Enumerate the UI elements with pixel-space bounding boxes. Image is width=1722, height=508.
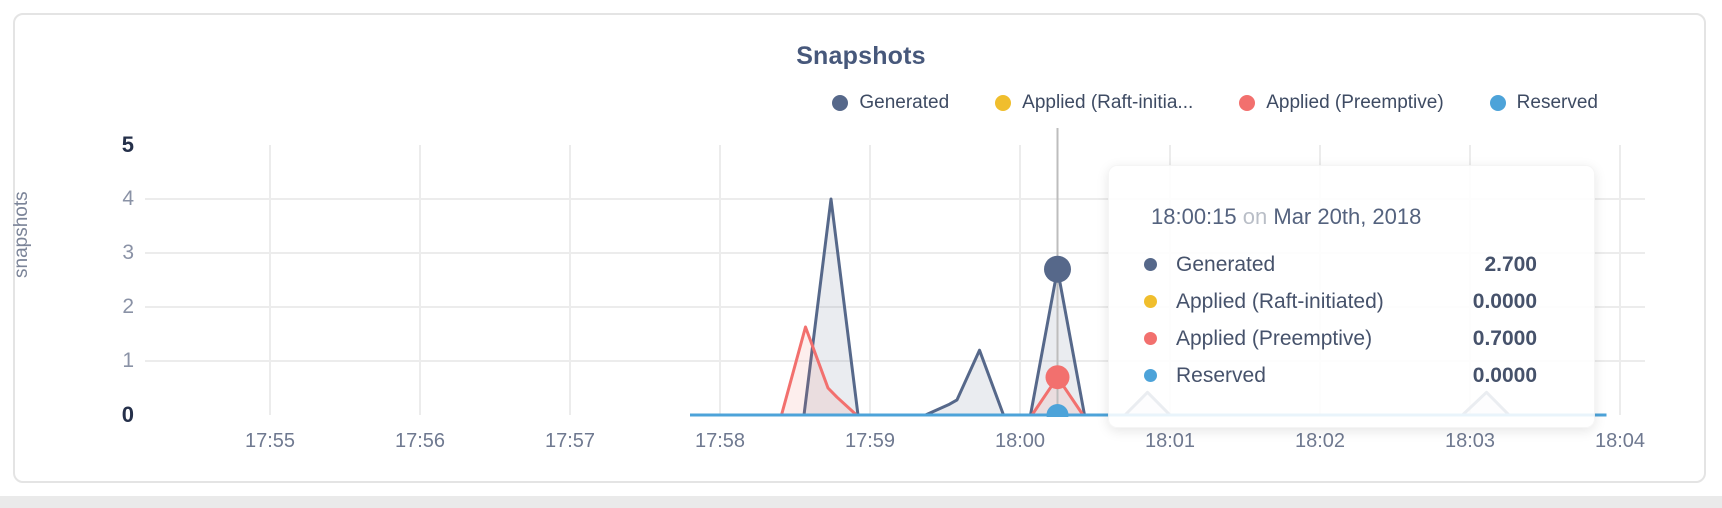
legend-item-reserved[interactable]: Reserved <box>1489 92 1598 114</box>
tooltip-title: 18:00:15 on Mar 20th, 2018 <box>1151 204 1537 230</box>
chart-title: Snapshots <box>796 42 926 70</box>
y-axis-tick-0: 0 <box>121 402 134 427</box>
legend-dot-icon <box>1489 95 1506 111</box>
legend-item-applied-raft-initia[interactable]: Applied (Raft-initia... <box>995 92 1193 114</box>
tooltip-conjunction: on <box>1242 204 1268 229</box>
x-axis-tick-17-56: 17:56 <box>394 430 446 452</box>
legend-item-applied-preemptive[interactable]: Applied (Preemptive) <box>1239 92 1444 114</box>
legend: Generated Applied (Raft-initia... Applied … <box>832 92 1598 114</box>
tooltip-row-dot-icon <box>1144 369 1157 382</box>
legend-dot-icon <box>1239 95 1256 111</box>
y-axis-tick-2: 2 <box>122 295 134 318</box>
hover-marker-applied-preemptive <box>1045 365 1070 390</box>
chart-tooltip: 18:00:15 on Mar 20th, 2018 Generated 2.70… <box>1108 165 1595 428</box>
y-axis-tick-5: 5 <box>121 132 134 157</box>
tooltip-row: Applied (Raft-initiated) 0.0000 <box>1144 283 1537 320</box>
x-axis-tick-18-04: 18:04 <box>1594 430 1646 452</box>
tooltip-row-dot-icon <box>1144 295 1157 308</box>
tooltip-row-value: 0.7000 <box>1472 326 1537 350</box>
legend-dot-icon <box>995 95 1012 111</box>
x-axis-tick-18-01: 18:01 <box>1144 430 1196 452</box>
legend-item-label: Applied (Raft-initia... <box>1022 92 1194 113</box>
hover-marker-generated <box>1044 255 1071 283</box>
y-axis-tick-1: 1 <box>122 349 134 372</box>
x-axis-tick-17-55: 17:55 <box>244 430 296 452</box>
tooltip-row-value: 0.0000 <box>1472 363 1537 387</box>
tooltip-time: 18:00:15 <box>1151 204 1237 229</box>
y-axis-tick-3: 3 <box>122 241 134 264</box>
y-axis-tick-4: 4 <box>122 187 134 210</box>
legend-item-label: Reserved <box>1516 92 1598 113</box>
tooltip-row: Reserved 0.0000 <box>1144 357 1537 394</box>
x-axis-tick-18-00: 18:00 <box>994 430 1046 452</box>
x-axis-tick-17-59: 17:59 <box>844 430 896 452</box>
tooltip-row: Applied (Preemptive) 0.7000 <box>1144 320 1537 357</box>
x-axis-tick-17-57: 17:57 <box>544 430 596 452</box>
tooltip-row-label: Applied (Preemptive) <box>1176 326 1373 350</box>
legend-item-label: Applied (Preemptive) <box>1266 92 1444 113</box>
x-axis-tick-18-02: 18:02 <box>1294 430 1346 452</box>
tooltip-row-dot-icon <box>1144 332 1157 345</box>
tooltip-row-value: 0.0000 <box>1472 289 1537 313</box>
hover-marker-reserved <box>1046 404 1069 417</box>
tooltip-row: Generated 2.700 <box>1144 246 1537 283</box>
tooltip-row-label: Generated <box>1176 252 1276 276</box>
tooltip-date: Mar 20th, 2018 <box>1273 204 1422 229</box>
legend-item-label: Generated <box>859 92 950 113</box>
legend-dot-icon <box>832 95 849 111</box>
tooltip-row-dot-icon <box>1144 258 1157 271</box>
series-applied-preemptive-line <box>690 325 1607 417</box>
legend-item-generated[interactable]: Generated <box>832 92 949 114</box>
x-axis-tick-18-03: 18:03 <box>1444 430 1496 452</box>
page-bottom-strip <box>0 496 1722 508</box>
tooltip-row-value: 2.700 <box>1484 252 1537 276</box>
x-axis-tick-17-58: 17:58 <box>694 430 746 452</box>
tooltip-row-label: Reserved <box>1176 363 1266 387</box>
tooltip-row-label: Applied (Raft-initiated) <box>1176 289 1384 313</box>
